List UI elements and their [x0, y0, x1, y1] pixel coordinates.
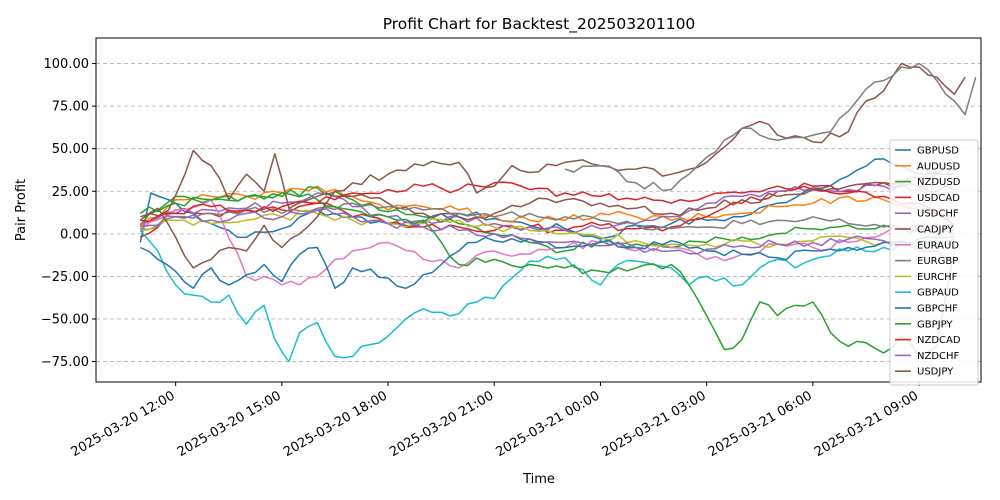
- legend-label: USDJPY: [917, 367, 954, 378]
- legend-box: [889, 139, 979, 386]
- y-tick-label: 100.00: [44, 57, 90, 72]
- series-line: [140, 181, 955, 226]
- series-line: [140, 149, 955, 221]
- x-axis-label: Time: [522, 472, 555, 487]
- legend: GBPUSD AUDUSD NZDUSD USDCAD USDCHF CADJPY EURA…: [889, 139, 979, 386]
- series-line: [139, 186, 955, 254]
- series-line: [139, 199, 955, 286]
- legend-label: GBPAUD: [917, 288, 959, 299]
- series-line: [139, 229, 955, 363]
- series-line: [139, 185, 955, 228]
- legend-label: GBPCHF: [917, 304, 958, 315]
- series-line: [139, 192, 956, 358]
- legend-label: NZDUSD: [917, 177, 961, 188]
- series-line: [140, 207, 955, 259]
- legend-label: USDCAD: [917, 193, 960, 204]
- y-tick-label: −25.00: [41, 270, 89, 285]
- series-line: [140, 209, 955, 249]
- y-axis-label: Pair Profit: [14, 179, 29, 241]
- series-line: [564, 62, 977, 192]
- y-axis: −75.00 −50.00 −25.00 0.00 25.00 50.00 75.00 100…: [41, 57, 96, 370]
- y-tick-label: 0.00: [60, 227, 89, 242]
- legend-label: EURAUD: [917, 240, 959, 251]
- legend-label: GBPJPY: [917, 319, 953, 330]
- y-tick-label: −50.00: [41, 312, 89, 327]
- plot-frame: [95, 37, 982, 383]
- legend-label: EURGBP: [917, 256, 958, 267]
- series-line: [139, 173, 955, 238]
- y-tick-label: 25.00: [52, 185, 89, 200]
- legend-label: AUDUSD: [917, 161, 961, 172]
- legend-label: USDCHF: [917, 209, 959, 220]
- legend-label: GBPUSD: [917, 146, 959, 157]
- y-tick-label: 75.00: [52, 100, 89, 115]
- legend-label: NZDCAD: [917, 335, 961, 346]
- chart-title: Profit Chart for Backtest_202503201100: [383, 15, 696, 34]
- series-line: [139, 62, 966, 269]
- y-tick-label: −75.00: [41, 355, 89, 370]
- series-lines: [139, 62, 977, 363]
- legend-label: NZDCHF: [917, 351, 960, 362]
- legend-label: EURCHF: [917, 272, 958, 283]
- y-tick-label: 50.00: [52, 142, 89, 157]
- legend-label: CADJPY: [917, 225, 954, 236]
